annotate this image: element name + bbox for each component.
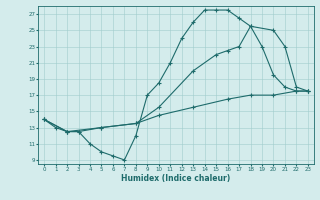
X-axis label: Humidex (Indice chaleur): Humidex (Indice chaleur)	[121, 174, 231, 183]
